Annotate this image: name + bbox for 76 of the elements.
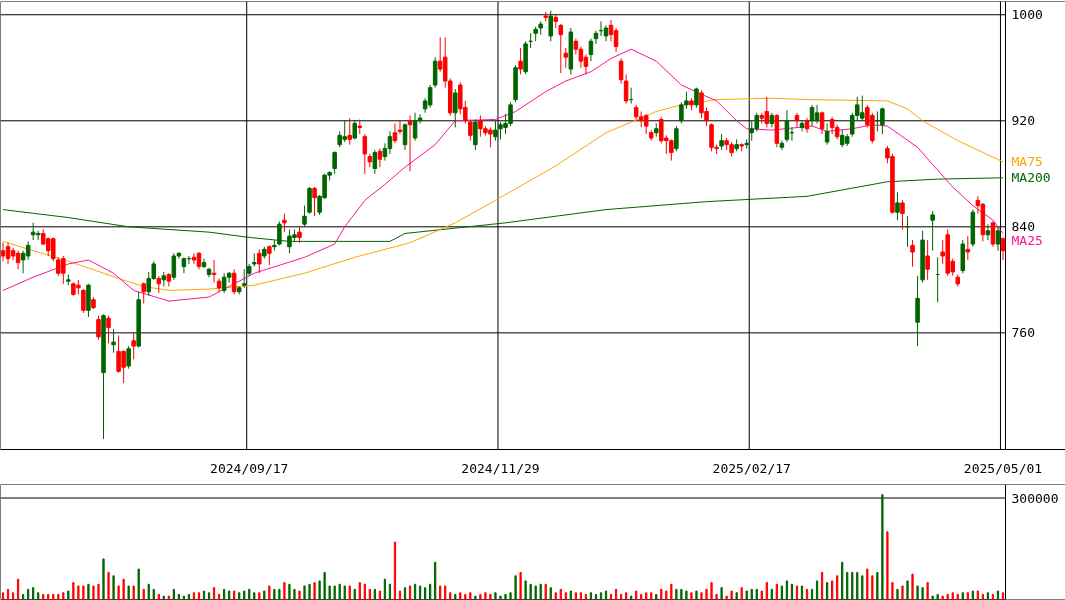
candlestick [257, 248, 262, 274]
candlestick [392, 122, 398, 144]
candlestick [332, 150, 337, 175]
series-label: MA200 [1011, 170, 1051, 186]
candlestick [96, 315, 101, 340]
candlestick [995, 226, 1001, 252]
candlestick [412, 112, 418, 142]
candlestick [900, 199, 905, 230]
series-label: MA75 [1011, 154, 1043, 170]
candlestick [674, 125, 679, 152]
candlestick [5, 242, 11, 265]
x-tick-label: 2024/11/29 [461, 460, 540, 476]
candlestick [930, 210, 935, 252]
candlestick [111, 328, 116, 354]
candlestick [453, 88, 458, 128]
candlestick [397, 120, 403, 135]
candlestick [407, 114, 413, 172]
candlestick [895, 191, 900, 221]
candlestick [618, 57, 624, 85]
candlestick [799, 120, 805, 132]
candlestick [302, 205, 307, 228]
candlestick [432, 56, 438, 89]
candlestick [915, 275, 920, 347]
candlestick [643, 113, 649, 135]
candlestick [347, 117, 352, 146]
candlestick [563, 47, 569, 69]
candlestick [267, 244, 272, 266]
series-label: MA25 [1011, 233, 1043, 249]
candlestick [307, 186, 312, 215]
candlestick [548, 10, 553, 42]
candlestick [910, 239, 915, 268]
candlestick [282, 213, 287, 233]
line-series [2, 97, 1004, 291]
x-tick-label: 2025/02/17 [712, 460, 791, 476]
candlestick [377, 148, 383, 168]
candlestick [623, 73, 629, 105]
candlestick [191, 252, 197, 265]
candlestick [784, 109, 790, 143]
candlestick [81, 288, 86, 314]
y-tick-label: 300000 [1011, 490, 1059, 506]
candlestick [362, 133, 368, 175]
y-tick-label: 1000 [1011, 7, 1043, 23]
candlestick [473, 118, 478, 151]
candlestick [880, 107, 885, 135]
candlestick [0, 242, 6, 262]
y-tick-label: 760 [1011, 325, 1035, 341]
candlestick [558, 23, 564, 74]
candlestick [990, 221, 996, 248]
candlestick [613, 27, 619, 53]
candlestick [925, 239, 930, 281]
candlestick [25, 240, 31, 261]
x-tick-label: 2025/05/01 [963, 460, 1043, 476]
candlestick [402, 122, 408, 151]
candlestick [493, 120, 498, 142]
candlestick [468, 118, 473, 142]
candlestick [131, 332, 136, 360]
candlestick [824, 122, 830, 146]
candlestick [965, 235, 971, 261]
candlestick [372, 149, 378, 175]
candlestick [814, 104, 820, 124]
candlestick [427, 84, 433, 109]
candlestick [231, 268, 237, 295]
y-tick-label: 920 [1011, 113, 1035, 129]
candlestick [126, 345, 131, 370]
candlestick [106, 315, 111, 344]
line-series [2, 48, 1004, 302]
y-tick-label: 840 [1011, 219, 1035, 235]
x-tick-label: 2024/09/17 [210, 460, 289, 476]
candlestick [171, 252, 177, 281]
candlestick [141, 281, 146, 305]
candlestick [241, 268, 247, 289]
candlestick [312, 186, 317, 217]
candlestick [985, 223, 991, 241]
candlestick [518, 47, 523, 75]
candlestick [387, 130, 393, 155]
candlestick [1000, 236, 1006, 261]
